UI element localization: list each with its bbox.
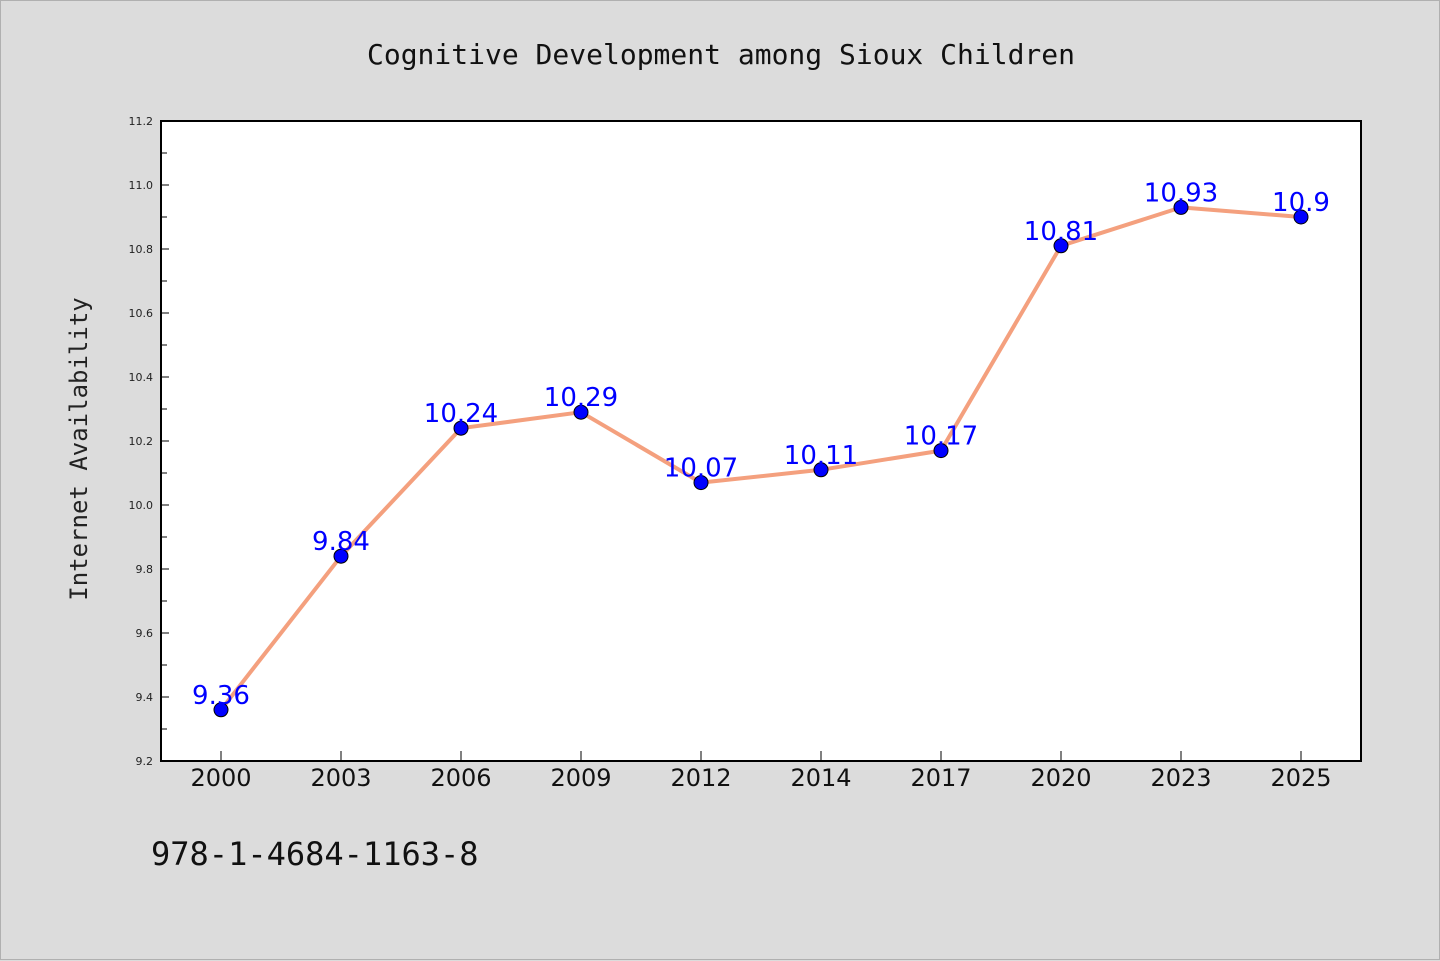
- y-tick-label: 11.0: [129, 179, 154, 192]
- data-point: [1053, 238, 1069, 254]
- x-tick-label: 2020: [1030, 764, 1091, 792]
- y-tick-label: 10.6: [129, 307, 154, 320]
- data-point: [1293, 209, 1309, 225]
- y-tick-label: 10.2: [129, 435, 154, 448]
- y-tick-label: 10.8: [129, 243, 154, 256]
- chart-title: Cognitive Development among Sioux Childr…: [367, 38, 1075, 71]
- data-label: 10.17: [904, 422, 978, 452]
- data-point: [213, 702, 229, 718]
- x-tick-label: 2000: [190, 764, 251, 792]
- x-tick-label: 2023: [1150, 764, 1211, 792]
- data-label: 9.36: [192, 681, 250, 711]
- y-tick-label: 10.0: [129, 499, 154, 512]
- data-label: 10.81: [1024, 217, 1098, 247]
- data-point: [933, 443, 949, 459]
- x-tick-label: 2012: [670, 764, 731, 792]
- data-label: 9.84: [312, 527, 370, 557]
- x-tick-label: 2003: [310, 764, 371, 792]
- x-tick-label: 2006: [430, 764, 491, 792]
- y-axis-label: Internet Availability: [65, 297, 93, 600]
- y-tick-label: 10.4: [129, 371, 154, 384]
- data-label: 10.07: [664, 454, 738, 484]
- x-tick-label: 2009: [550, 764, 611, 792]
- data-label: 10.29: [544, 383, 618, 413]
- data-label: 10.9: [1272, 188, 1330, 218]
- x-tick-label: 2014: [790, 764, 851, 792]
- data-point: [453, 420, 469, 436]
- data-labels-layer: 9.36 9.84 10.24 10.29 10.07 10.11 10.17 10.81 10…: [192, 178, 1330, 710]
- data-point: [693, 475, 709, 491]
- x-tick-label: 2025: [1270, 764, 1331, 792]
- y-tick-label: 9.8: [136, 563, 154, 576]
- y-tick-label: 9.6: [136, 627, 154, 640]
- x-tick-label: 2017: [910, 764, 971, 792]
- axis-ticks: 9.2 9.4 9.6 9.8 10.0 10.2 10.4 10.6 10.8 11.0 11.2…: [129, 115, 1332, 792]
- data-point: [333, 548, 349, 564]
- y-tick-label: 11.2: [129, 115, 154, 128]
- data-point: [813, 462, 829, 478]
- footer-code: 978-1-4684-1163-8: [151, 835, 479, 873]
- data-label: 10.24: [424, 399, 498, 429]
- data-label: 10.93: [1144, 178, 1218, 208]
- data-point: [573, 404, 589, 420]
- data-point: [1173, 199, 1189, 215]
- plot-area: [160, 120, 1362, 762]
- y-tick-label: 9.2: [136, 755, 154, 768]
- y-tick-label: 9.4: [136, 691, 154, 704]
- series-layer: [213, 199, 1309, 718]
- data-label: 10.11: [784, 441, 858, 471]
- series-line: [219, 205, 1302, 712]
